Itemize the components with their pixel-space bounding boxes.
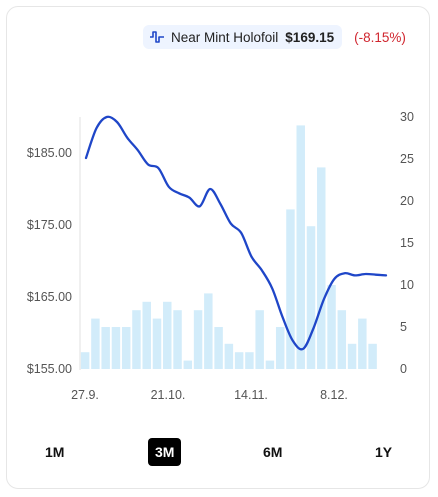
x-tick-label: 21.10. [151,388,186,402]
volume-bar [101,327,110,369]
y-right-tick-label: 10 [400,278,414,292]
volume-bar [275,327,285,369]
y-left-tick-label: $165.00 [27,290,72,304]
range-button-1m[interactable]: 1M [45,444,65,460]
y-right-tick-label: 5 [400,320,407,334]
range-button-1y[interactable]: 1Y [375,444,393,460]
volume-bars [80,125,377,370]
volume-bar [296,125,305,370]
volume-bar [224,343,234,369]
volume-bar [234,352,244,369]
legend-series-name: Near Mint Holofoil [171,29,279,45]
range-button-3m[interactable]: 3M [148,438,182,466]
volume-bar [152,318,162,369]
volume-bar [337,310,347,369]
volume-bar [306,226,316,369]
volume-bar [214,327,223,369]
y-right-tick-label: 20 [400,194,414,208]
legend-series-chip[interactable]: Near Mint Holofoil $169.15 [143,25,343,49]
y-axis-right-ticks: 0 5 10 15 20 25 30 [400,110,414,376]
volume-bar [163,301,172,369]
price-line [84,115,388,351]
volume-bar [91,318,100,369]
volume-bar [132,310,141,369]
volume-bar [193,310,203,369]
volume-bar [245,352,254,369]
x-tick-label: 14.11. [234,388,268,402]
volume-bar [327,285,336,369]
line-chart-icon [150,31,164,43]
volume-bar [265,360,275,369]
y-right-tick-label: 0 [400,362,407,376]
x-tick-label: 27.9. [71,388,99,402]
x-tick-label: 8.12. [320,388,348,402]
volume-bar [255,310,264,369]
volume-bar [347,343,357,369]
volume-bar [286,209,295,369]
chart-legend: Near Mint Holofoil $169.15 (-8.15%) [143,25,423,49]
range-button-6m[interactable]: 6M [263,444,283,460]
legend-price: $169.15 [285,29,335,45]
volume-bar [80,352,90,369]
volume-bar [368,343,377,369]
price-chart: $155.00 $165.00 $175.00 $185.00 0 5 10 15 20 25 3… [27,110,414,402]
y-right-tick-label: 25 [400,152,414,166]
y-left-tick-label: $175.00 [27,218,72,232]
range-selector: 1M 3M 6M 1Y [0,438,438,468]
volume-bar [317,167,326,369]
y-right-tick-label: 15 [400,236,414,250]
price-history-card [6,6,430,489]
volume-bar [142,301,151,369]
volume-bar [204,293,213,369]
y-axis-left-ticks: $155.00 $165.00 $175.00 $185.00 [27,146,72,376]
y-left-tick-label: $155.00 [27,362,72,376]
legend-change-percent: (-8.15%) [354,29,406,45]
volume-bar [358,318,367,369]
volume-bar [111,327,121,369]
volume-bar [173,310,182,369]
y-right-tick-label: 30 [400,110,414,124]
x-axis-ticks: 27.9. 21.10. 14.11. 8.12. [71,388,348,402]
y-left-tick-label: $185.00 [27,146,72,160]
volume-bar [121,327,131,369]
volume-bar [183,360,193,369]
